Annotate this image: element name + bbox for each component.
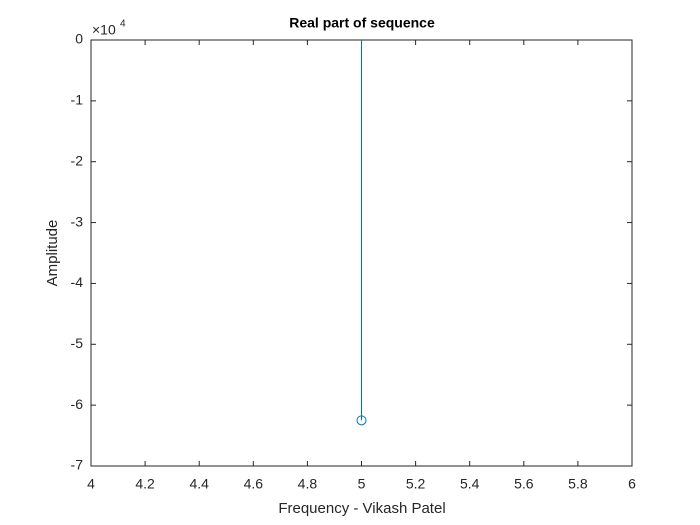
x-tick-label: 5.4	[460, 476, 480, 492]
y-tick-label: -6	[71, 396, 84, 412]
stem-marker	[356, 415, 367, 426]
y-tick-label: -7	[71, 457, 84, 473]
x-axis-label: Frequency - Vikash Patel	[278, 500, 445, 517]
y-tick-label: -1	[71, 92, 84, 108]
x-tick-label: 6	[628, 476, 636, 492]
x-tick-label: 5.6	[514, 476, 534, 492]
y-tick-label: -5	[71, 335, 84, 351]
y-axis-label: Amplitude	[44, 220, 61, 287]
x-tick-label: 4.8	[298, 476, 318, 492]
x-tick-label: 5.2	[406, 476, 426, 492]
y-tick-label: -4	[71, 274, 84, 290]
y-tick-label: -2	[71, 152, 84, 168]
y-tick-label: -3	[71, 213, 84, 229]
y-tick-label: 0	[75, 31, 83, 47]
x-tick-label: 4.6	[244, 476, 264, 492]
y-multiplier-base: ×10	[92, 22, 116, 38]
x-tick-label: 5	[358, 476, 366, 492]
x-tick-label: 5.8	[568, 476, 588, 492]
chart-title: Real part of sequence	[289, 15, 435, 31]
y-multiplier-exponent: 4	[120, 19, 126, 30]
x-tick-label: 4	[87, 476, 95, 492]
x-tick-label: 4.2	[135, 476, 155, 492]
x-tick-label: 4.4	[189, 476, 209, 492]
